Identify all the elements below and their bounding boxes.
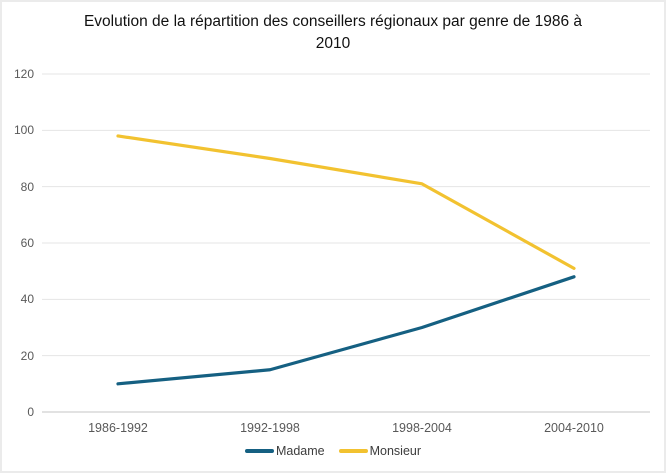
y-tick-label: 80	[20, 179, 34, 194]
series-line-madame	[116, 275, 576, 386]
legend-item-madame: Madame	[244, 444, 325, 458]
legend-line-icon	[244, 449, 274, 453]
series-line-monsieur	[116, 134, 576, 270]
x-tick-label: 1998-2004	[392, 421, 452, 435]
legend-label: Monsieur	[369, 444, 422, 458]
legend-item-monsieur: Monsieur	[338, 444, 422, 458]
chart-title: Evolution de la répartition des conseill…	[83, 13, 583, 52]
y-tick-label: 100	[13, 123, 34, 138]
y-tick-label: 20	[20, 348, 34, 363]
y-tick-label: 40	[20, 292, 34, 307]
y-tick-label: 0	[27, 405, 34, 419]
y-tick-label: 120	[13, 67, 34, 81]
legend-label: Madame	[275, 444, 325, 458]
legend: Madame Monsieur	[2, 444, 664, 458]
x-tick-label: 1992-1998	[240, 421, 300, 435]
legend-line-icon	[338, 449, 368, 453]
x-tick-label: 1986-1992	[88, 421, 148, 435]
y-tick-label: 60	[20, 236, 34, 250]
x-tick-label: 2004-2010	[544, 421, 604, 435]
